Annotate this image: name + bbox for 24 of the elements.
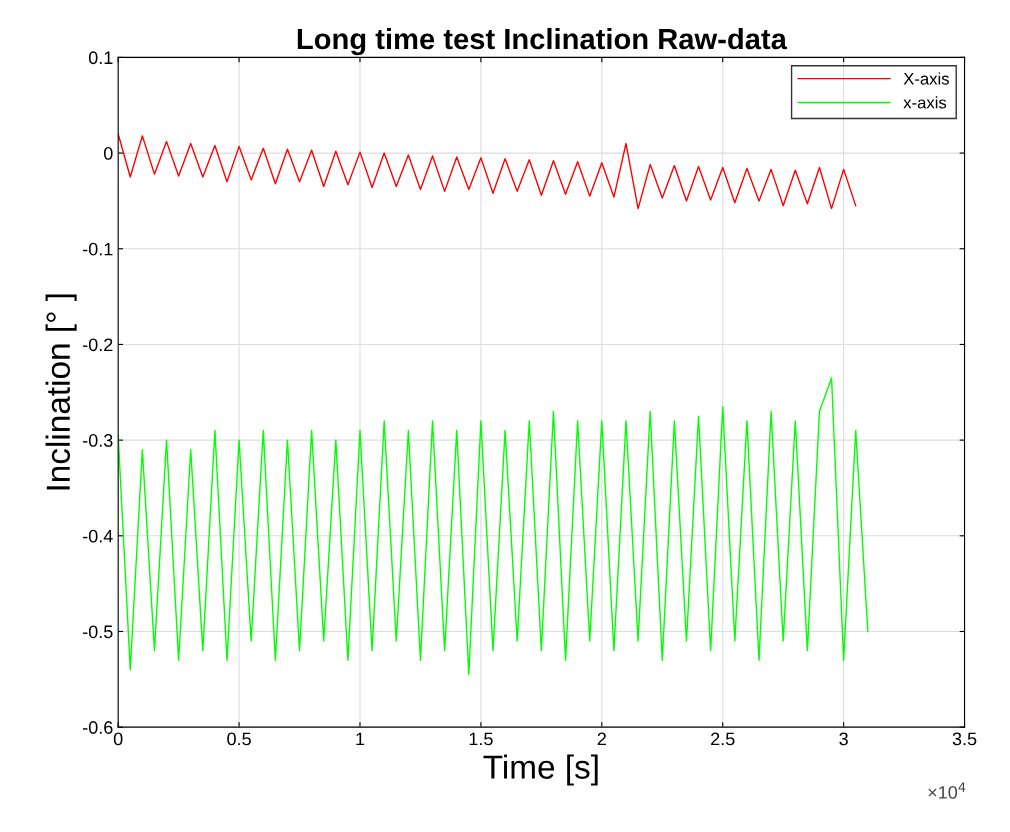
y-tick-label: -0.2 [83,338,113,352]
y-tick-label: -0.4 [83,529,113,543]
y-tick-label: 0 [103,147,113,160]
x-axis-title: Time [s] [483,754,598,786]
x-tick-label: 0 [113,732,123,746]
text: ×10$^{4}$ [928,782,966,799]
y-tick-label: -0.1 [83,242,113,256]
x-tick-label: 3 [839,732,848,746]
x-tick-label: 2.5 [711,732,735,746]
x-tick-label: 3.5 [952,732,977,746]
x-tick-label: 1.5 [469,732,493,746]
text: x-axis [903,96,947,109]
x-tick-label: 1 [356,732,365,746]
y-axis-title: Inclination [° ] [45,294,77,490]
line-series [118,133,857,210]
line-series [118,377,869,676]
y-tick-label: 0.1 [88,51,113,65]
chart-title: Long time test Inclination Raw-data [297,27,788,56]
x-tick-label: 2 [597,732,606,746]
x-tick-label: 0.5 [227,732,251,746]
y-tick-label: -0.3 [83,434,113,447]
y-tick-label: -0.6 [83,721,113,734]
y-tick-label: -0.5 [83,625,113,639]
text: X-axis [903,72,949,85]
